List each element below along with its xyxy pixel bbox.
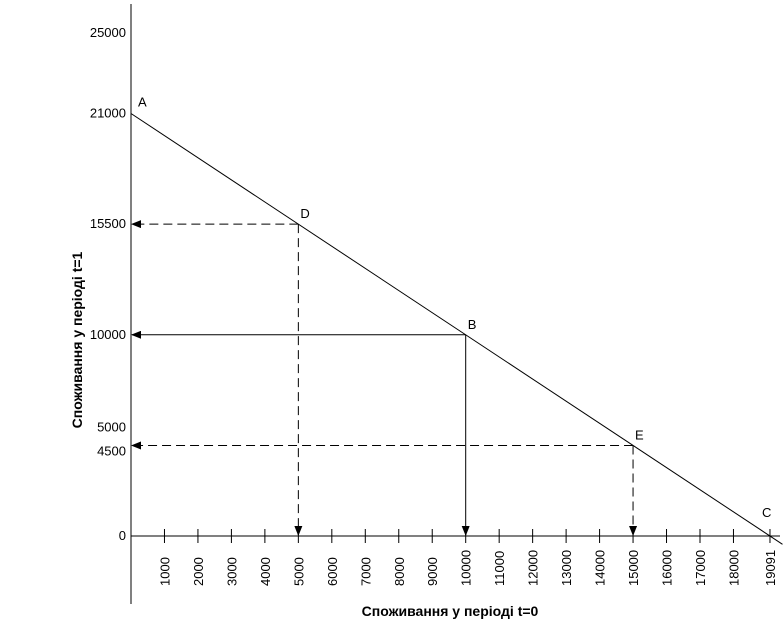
point-label-E: E bbox=[635, 427, 644, 442]
point-labels: A D B E C bbox=[138, 94, 771, 520]
x-tick-label: 11000 bbox=[492, 551, 507, 586]
point-label-C: C bbox=[762, 505, 771, 520]
x-tick-label: 19091 bbox=[763, 550, 778, 586]
y-tick-label: 10000 bbox=[90, 327, 126, 342]
x-tick-label: 18000 bbox=[726, 550, 741, 586]
x-tick-label: 6000 bbox=[325, 557, 340, 586]
x-tick-label: 7000 bbox=[358, 557, 373, 586]
x-tick-label: 16000 bbox=[660, 550, 675, 586]
x-tick-label: 1000 bbox=[157, 557, 172, 586]
y-axis-title: Споживання у періоді t=1 bbox=[69, 251, 85, 428]
budget-line-group bbox=[130, 113, 783, 545]
x-tick-label: 5000 bbox=[291, 557, 306, 586]
x-tick-label: 17000 bbox=[693, 550, 708, 586]
point-label-D: D bbox=[300, 206, 309, 221]
x-tick-label: 10000 bbox=[459, 550, 474, 586]
x-tick-label: 9000 bbox=[425, 557, 440, 586]
y-tick-label: 4500 bbox=[97, 443, 126, 458]
x-tick-label: 15000 bbox=[626, 550, 641, 586]
projection-lines bbox=[131, 220, 638, 536]
y-ticks: 0 4500 5000 10000 15500 21000 25000 bbox=[90, 25, 126, 543]
x-tick-label: 2000 bbox=[191, 557, 206, 586]
budget-line bbox=[130, 113, 783, 545]
x-ticks: 1000 2000 3000 4000 5000 6000 7000 8000 9000 1000… bbox=[157, 529, 778, 586]
y-tick-label: 25000 bbox=[90, 25, 126, 40]
point-label-B: B bbox=[468, 317, 477, 332]
point-label-A: A bbox=[138, 94, 147, 109]
x-tick-label: 8000 bbox=[392, 557, 407, 586]
x-tick-label: 14000 bbox=[593, 550, 608, 586]
y-tick-label: 5000 bbox=[97, 419, 126, 434]
y-tick-label: 21000 bbox=[90, 105, 126, 120]
x-axis-title: Споживання у періоді t=0 bbox=[362, 603, 539, 619]
x-tick-label: 12000 bbox=[526, 550, 541, 586]
x-tick-label: 3000 bbox=[224, 557, 239, 586]
y-tick-label: 0 bbox=[119, 528, 126, 543]
y-tick-label: 15500 bbox=[90, 216, 126, 231]
x-tick-label: 13000 bbox=[559, 550, 574, 586]
x-tick-label: 4000 bbox=[258, 557, 273, 586]
